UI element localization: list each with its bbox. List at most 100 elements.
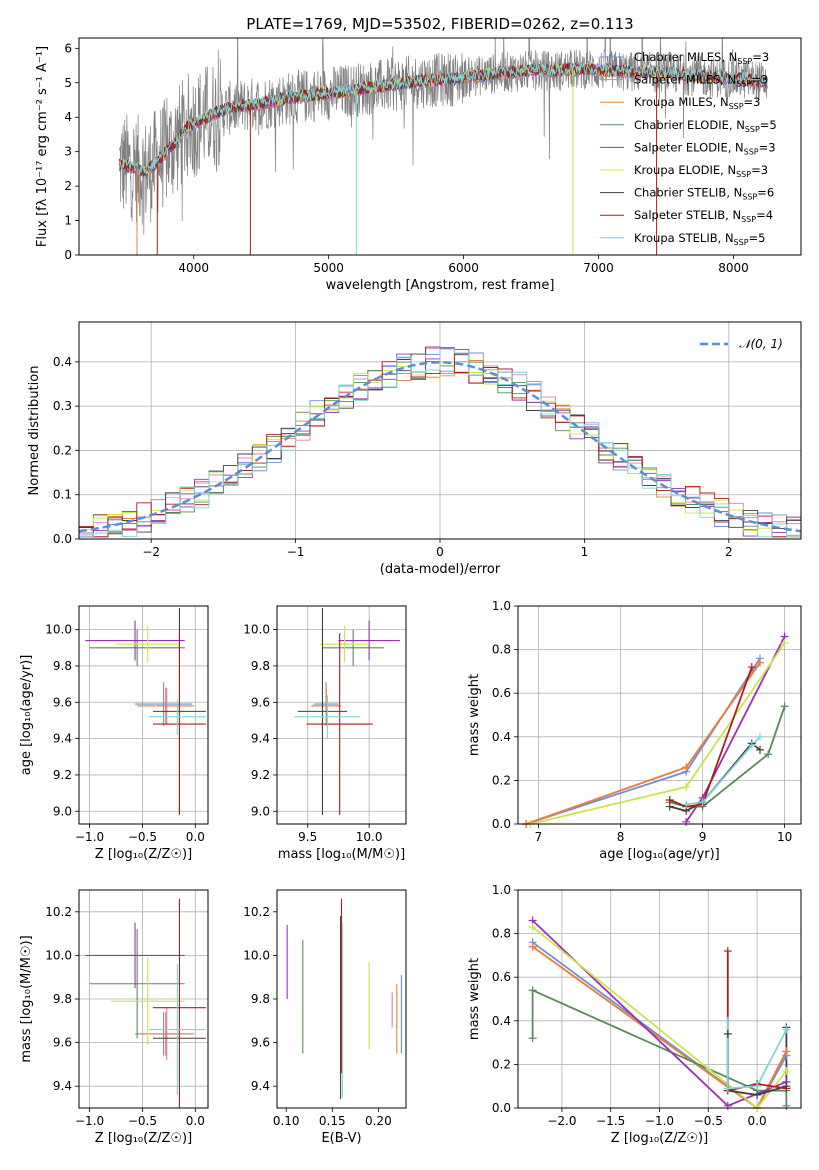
legend-model: Chabrier MILES,	[634, 50, 729, 64]
axes-frame	[276, 889, 407, 1109]
weight-marker-chabrier_stelib	[755, 745, 764, 754]
y-tick-label: 9.4	[53, 732, 72, 746]
weight-line-chabrier_stelib	[669, 742, 761, 812]
legend-nssp-sub: SSP	[737, 57, 752, 66]
weight-marker-kroupa_miles	[682, 763, 691, 772]
weight-marker-kroupa_stelib	[723, 1016, 732, 1025]
y-axis-label: Flux [fλ 10⁻¹⁷ erg cm⁻² s⁻¹ A⁻¹]	[35, 46, 50, 247]
weight-marker-chabrier_elodie	[764, 750, 773, 759]
y-tick-label: 2	[64, 179, 72, 193]
y-tick-label: 3	[64, 145, 72, 159]
weight-marker-kroupa_stelib	[753, 1082, 762, 1091]
weight-line-chabrier_elodie	[669, 706, 786, 808]
legend-nssp-value: =3	[751, 73, 768, 87]
x-tick-label: −1.0	[75, 830, 104, 844]
legend-nssp-value: =4	[756, 208, 773, 222]
weight-marker-kroupa_elodie	[528, 923, 537, 932]
axes-mass_weight_vs_Z: −2.0 −1.5 −1.0 −0.5 0.0 0.0 0.2 0.4 0.6 0.8 1.0 Z […	[467, 883, 802, 1146]
y-tick-label: 0.4	[53, 355, 72, 369]
x-tick-label: 1	[581, 545, 589, 559]
legend-label: Kroupa STELIB, NSSP=5	[634, 231, 765, 247]
legend-nssp-value: =3	[744, 95, 761, 109]
weight-marker-salpeter_stelib	[782, 1084, 791, 1093]
x-axis-label: wavelength [Angstrom, rest frame]	[326, 278, 555, 293]
y-tick-label: 9.2	[251, 768, 270, 782]
legend-nssp-sub: SSP	[742, 193, 757, 202]
y-tick-label: 1.0	[492, 599, 511, 613]
axes-age_vs_mass: 9.5 10.0 9.0 9.2 9.4 9.6 9.8 10.0 mass [log₁₀(M/…	[243, 605, 407, 862]
y-tick-label: 0.0	[492, 1101, 511, 1115]
y-tick-label: 6	[64, 41, 72, 55]
axes-frame	[276, 605, 407, 825]
figure-title: PLATE=1769, MJD=53502, FIBERID=0262, z=0…	[246, 15, 633, 33]
y-tick-label: 0.4	[492, 730, 511, 744]
weight-marker-kroupa_elodie	[780, 639, 789, 648]
legend-nssp: N	[725, 231, 734, 245]
x-tick-label: −2	[142, 545, 160, 559]
x-axis-label: Z [log₁₀(Z/Z☉)]	[95, 847, 192, 862]
weight-marker-salpeter_stelib	[723, 947, 732, 956]
y-tick-label: 9.0	[251, 804, 270, 818]
y-tick-label: 0.8	[492, 643, 511, 657]
x-tick-label: −0.5	[128, 830, 157, 844]
legend-nssp-value: =3	[752, 50, 769, 64]
legend-nssp: N	[729, 50, 738, 64]
x-tick-label: −0.5	[694, 1114, 723, 1128]
legend-nssp: N	[727, 73, 736, 87]
y-tick-label: 9.8	[251, 992, 270, 1006]
weight-marker-kroupa_miles	[755, 658, 764, 667]
y-tick-label: 0.2	[492, 773, 511, 787]
legend-nssp-sub: SSP	[734, 238, 749, 247]
legend-nssp: N	[734, 186, 743, 200]
weight-line-kroupa_elodie	[530, 642, 786, 824]
legend-nssp-sub: SSP	[729, 102, 744, 111]
y-tick-label: 0.2	[492, 1057, 511, 1071]
x-tick-label: −0.5	[128, 1114, 157, 1128]
y-axis-label: mass weight	[467, 958, 482, 1040]
y-tick-label: 0.0	[492, 817, 511, 831]
y-tick-label: 9.8	[53, 659, 72, 673]
legend-model: Salpeter ELODIE,	[634, 140, 735, 154]
x-axis-label: E(B-V)	[321, 1131, 361, 1146]
plot-area-age_vs_Z	[85, 607, 206, 815]
weight-marker-chabrier_elodie	[528, 1034, 537, 1043]
weight-marker-kroupa_stelib	[698, 798, 707, 807]
legend-model: Chabrier STELIB,	[634, 186, 734, 200]
x-tick-label: 10.0	[356, 830, 383, 844]
legend-label: Salpeter ELODIE, NSSP=3	[634, 140, 776, 156]
y-tick-label: 5	[64, 76, 72, 90]
x-tick-label: 0	[436, 545, 444, 559]
weight-marker-kroupa_stelib	[723, 1084, 732, 1093]
weight-marker-kroupa_stelib	[782, 1025, 791, 1034]
model-spectrum-kroupa_stelib	[119, 61, 768, 175]
histogram-chabrier_stelib	[79, 346, 801, 538]
legend-nssp-sub: SSP	[736, 80, 751, 89]
y-tick-label: 9.2	[53, 768, 72, 782]
y-tick-label: 9.0	[53, 804, 72, 818]
weight-marker-chabrier_stelib	[753, 1090, 762, 1099]
plot-area-mass_weight_vs_age	[525, 636, 786, 824]
legend-model: Salpeter STELIB,	[634, 208, 732, 222]
y-tick-label: 9.8	[251, 659, 270, 673]
legend-nssp: N	[720, 95, 729, 109]
plot-area-mass_vs_Z	[85, 898, 206, 1108]
y-tick-label: 10.0	[45, 623, 72, 637]
weight-marker-kroupa_miles	[782, 1047, 791, 1056]
axes-residuals: −2 −1 0 1 2 0.0 0.1 0.2 0.3 0.4 (data-model)/error…	[27, 321, 802, 577]
y-tick-label: 1	[64, 214, 72, 228]
x-tick-label: 0.0	[186, 830, 205, 844]
legend-label: Kroupa ELODIE, NSSP=3	[634, 163, 768, 179]
axes-frame	[517, 889, 802, 1109]
legend-label: Salpeter STELIB, NSSP=4	[634, 208, 773, 224]
y-tick-label: 0.6	[492, 970, 511, 984]
weight-marker-chabrier_elodie	[782, 1101, 791, 1110]
y-tick-label: 9.6	[251, 695, 270, 709]
y-tick-label: 9.6	[53, 695, 72, 709]
x-tick-label: 5000	[313, 261, 344, 275]
normal-curve	[79, 361, 801, 533]
axes-frame	[78, 889, 209, 1109]
legend-nssp: N	[736, 118, 745, 132]
weight-marker-chabrier_stelib	[723, 1029, 732, 1038]
